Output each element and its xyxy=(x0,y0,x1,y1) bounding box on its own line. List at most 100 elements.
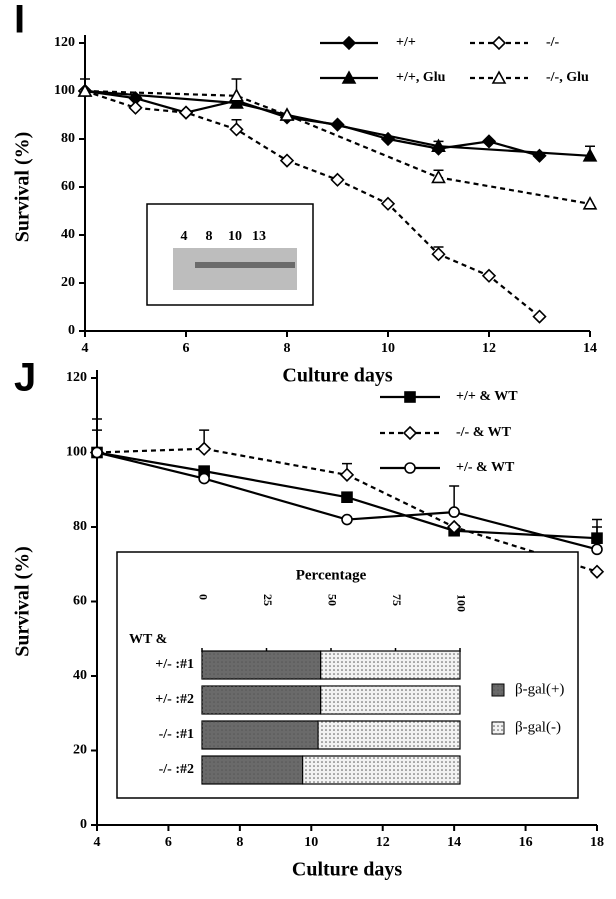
bar-texture xyxy=(202,686,321,714)
marker xyxy=(431,138,446,152)
x-tick-label: 0 xyxy=(196,594,210,600)
y-tick-label: 40 xyxy=(73,668,87,683)
x-tick-label: 6 xyxy=(183,341,190,356)
marker xyxy=(582,148,598,162)
x-tick-label: 8 xyxy=(236,835,243,850)
legend-label: +/+ xyxy=(396,35,416,50)
line xyxy=(84,89,591,205)
y-tick-label: 60 xyxy=(73,594,87,609)
marker xyxy=(279,107,295,121)
y-tick-label: 80 xyxy=(73,519,87,534)
marker xyxy=(229,122,244,137)
series xyxy=(91,429,603,556)
bar-texture xyxy=(202,651,321,679)
marker xyxy=(447,519,462,535)
row-label: +/- :#2 xyxy=(155,692,194,707)
marker xyxy=(229,95,244,109)
row-label: -/- :#2 xyxy=(159,762,194,777)
y-tick-label: 60 xyxy=(61,179,75,194)
legend-label: β-gal(+) xyxy=(515,681,564,697)
marker xyxy=(481,268,497,283)
x-axis-label: Culture days xyxy=(282,365,392,387)
bar-texture xyxy=(202,721,319,749)
marker xyxy=(532,309,547,324)
x-tick-label: 16 xyxy=(519,835,533,850)
lane-label: 8 xyxy=(206,229,213,244)
marker xyxy=(341,513,353,526)
legend-label: +/+ & WT xyxy=(456,389,518,404)
y-tick-label: 40 xyxy=(61,227,75,242)
marker xyxy=(91,446,103,459)
x-tick-label: 14 xyxy=(447,835,461,850)
lane-label: 13 xyxy=(252,229,266,244)
x-tick-label: 50 xyxy=(325,594,339,606)
legend-label: -/-, Glu xyxy=(546,70,589,85)
y-tick-label: 0 xyxy=(80,817,87,832)
x-tick-label: 25 xyxy=(261,594,275,606)
marker xyxy=(77,83,93,97)
marker xyxy=(481,134,497,149)
line xyxy=(84,89,541,318)
series xyxy=(77,78,598,210)
marker xyxy=(591,543,603,556)
marker xyxy=(229,88,244,102)
panel-label: J xyxy=(14,356,36,400)
marker xyxy=(198,472,210,485)
bar-texture xyxy=(318,721,460,749)
y-axis-label: Survival (%) xyxy=(12,546,34,657)
x-tick-label: 18 xyxy=(590,835,604,850)
inset-title: Percentage xyxy=(296,567,367,583)
lane-label: 10 xyxy=(228,229,242,244)
y-tick-label: 0 xyxy=(68,323,75,338)
legend-texture xyxy=(492,684,504,696)
bar-texture xyxy=(320,686,460,714)
legend-label: -/- xyxy=(546,35,560,50)
marker xyxy=(339,467,355,482)
x-tick-label: 10 xyxy=(304,835,318,850)
marker xyxy=(431,247,446,262)
x-tick-label: 4 xyxy=(82,341,89,356)
x-tick-label: 100 xyxy=(454,594,468,612)
x-tick-label: 12 xyxy=(482,341,496,356)
marker xyxy=(404,391,416,403)
series xyxy=(77,83,547,324)
row-label: -/- :#1 xyxy=(159,727,194,742)
y-tick-label: 100 xyxy=(54,83,75,98)
marker xyxy=(589,564,605,579)
x-tick-label: 4 xyxy=(94,835,101,850)
marker xyxy=(491,70,507,84)
y-axis-label: Survival (%) xyxy=(12,132,34,243)
x-tick-label: 8 xyxy=(284,341,291,356)
marker xyxy=(341,491,353,504)
x-axis-label: Culture days xyxy=(292,859,402,881)
marker xyxy=(404,462,416,474)
marker xyxy=(402,425,418,441)
legend-label: β-gal(-) xyxy=(515,719,561,735)
legend-texture xyxy=(492,722,504,734)
row-header: WT & xyxy=(129,632,167,647)
marker xyxy=(279,153,295,168)
marker xyxy=(582,196,598,210)
x-tick-label: 10 xyxy=(381,341,395,356)
marker xyxy=(178,105,194,120)
marker xyxy=(380,196,396,211)
line xyxy=(84,89,540,157)
gel-image xyxy=(173,248,297,290)
y-tick-label: 80 xyxy=(61,131,75,146)
x-tick-label: 14 xyxy=(583,341,597,356)
x-tick-label: 6 xyxy=(165,835,172,850)
legend-label: -/- & WT xyxy=(456,425,512,440)
y-tick-label: 100 xyxy=(66,445,87,460)
y-tick-label: 120 xyxy=(66,370,87,385)
marker xyxy=(448,506,460,518)
marker xyxy=(491,35,507,51)
y-tick-label: 20 xyxy=(73,743,87,758)
gel-band xyxy=(195,262,295,268)
panel-label: I xyxy=(14,0,25,42)
legend-label: +/- & WT xyxy=(456,460,515,475)
marker xyxy=(341,35,357,51)
legend-label: +/+, Glu xyxy=(396,70,446,85)
y-tick-label: 20 xyxy=(61,275,75,290)
x-tick-label: 75 xyxy=(390,594,404,606)
x-tick-label: 12 xyxy=(376,835,390,850)
